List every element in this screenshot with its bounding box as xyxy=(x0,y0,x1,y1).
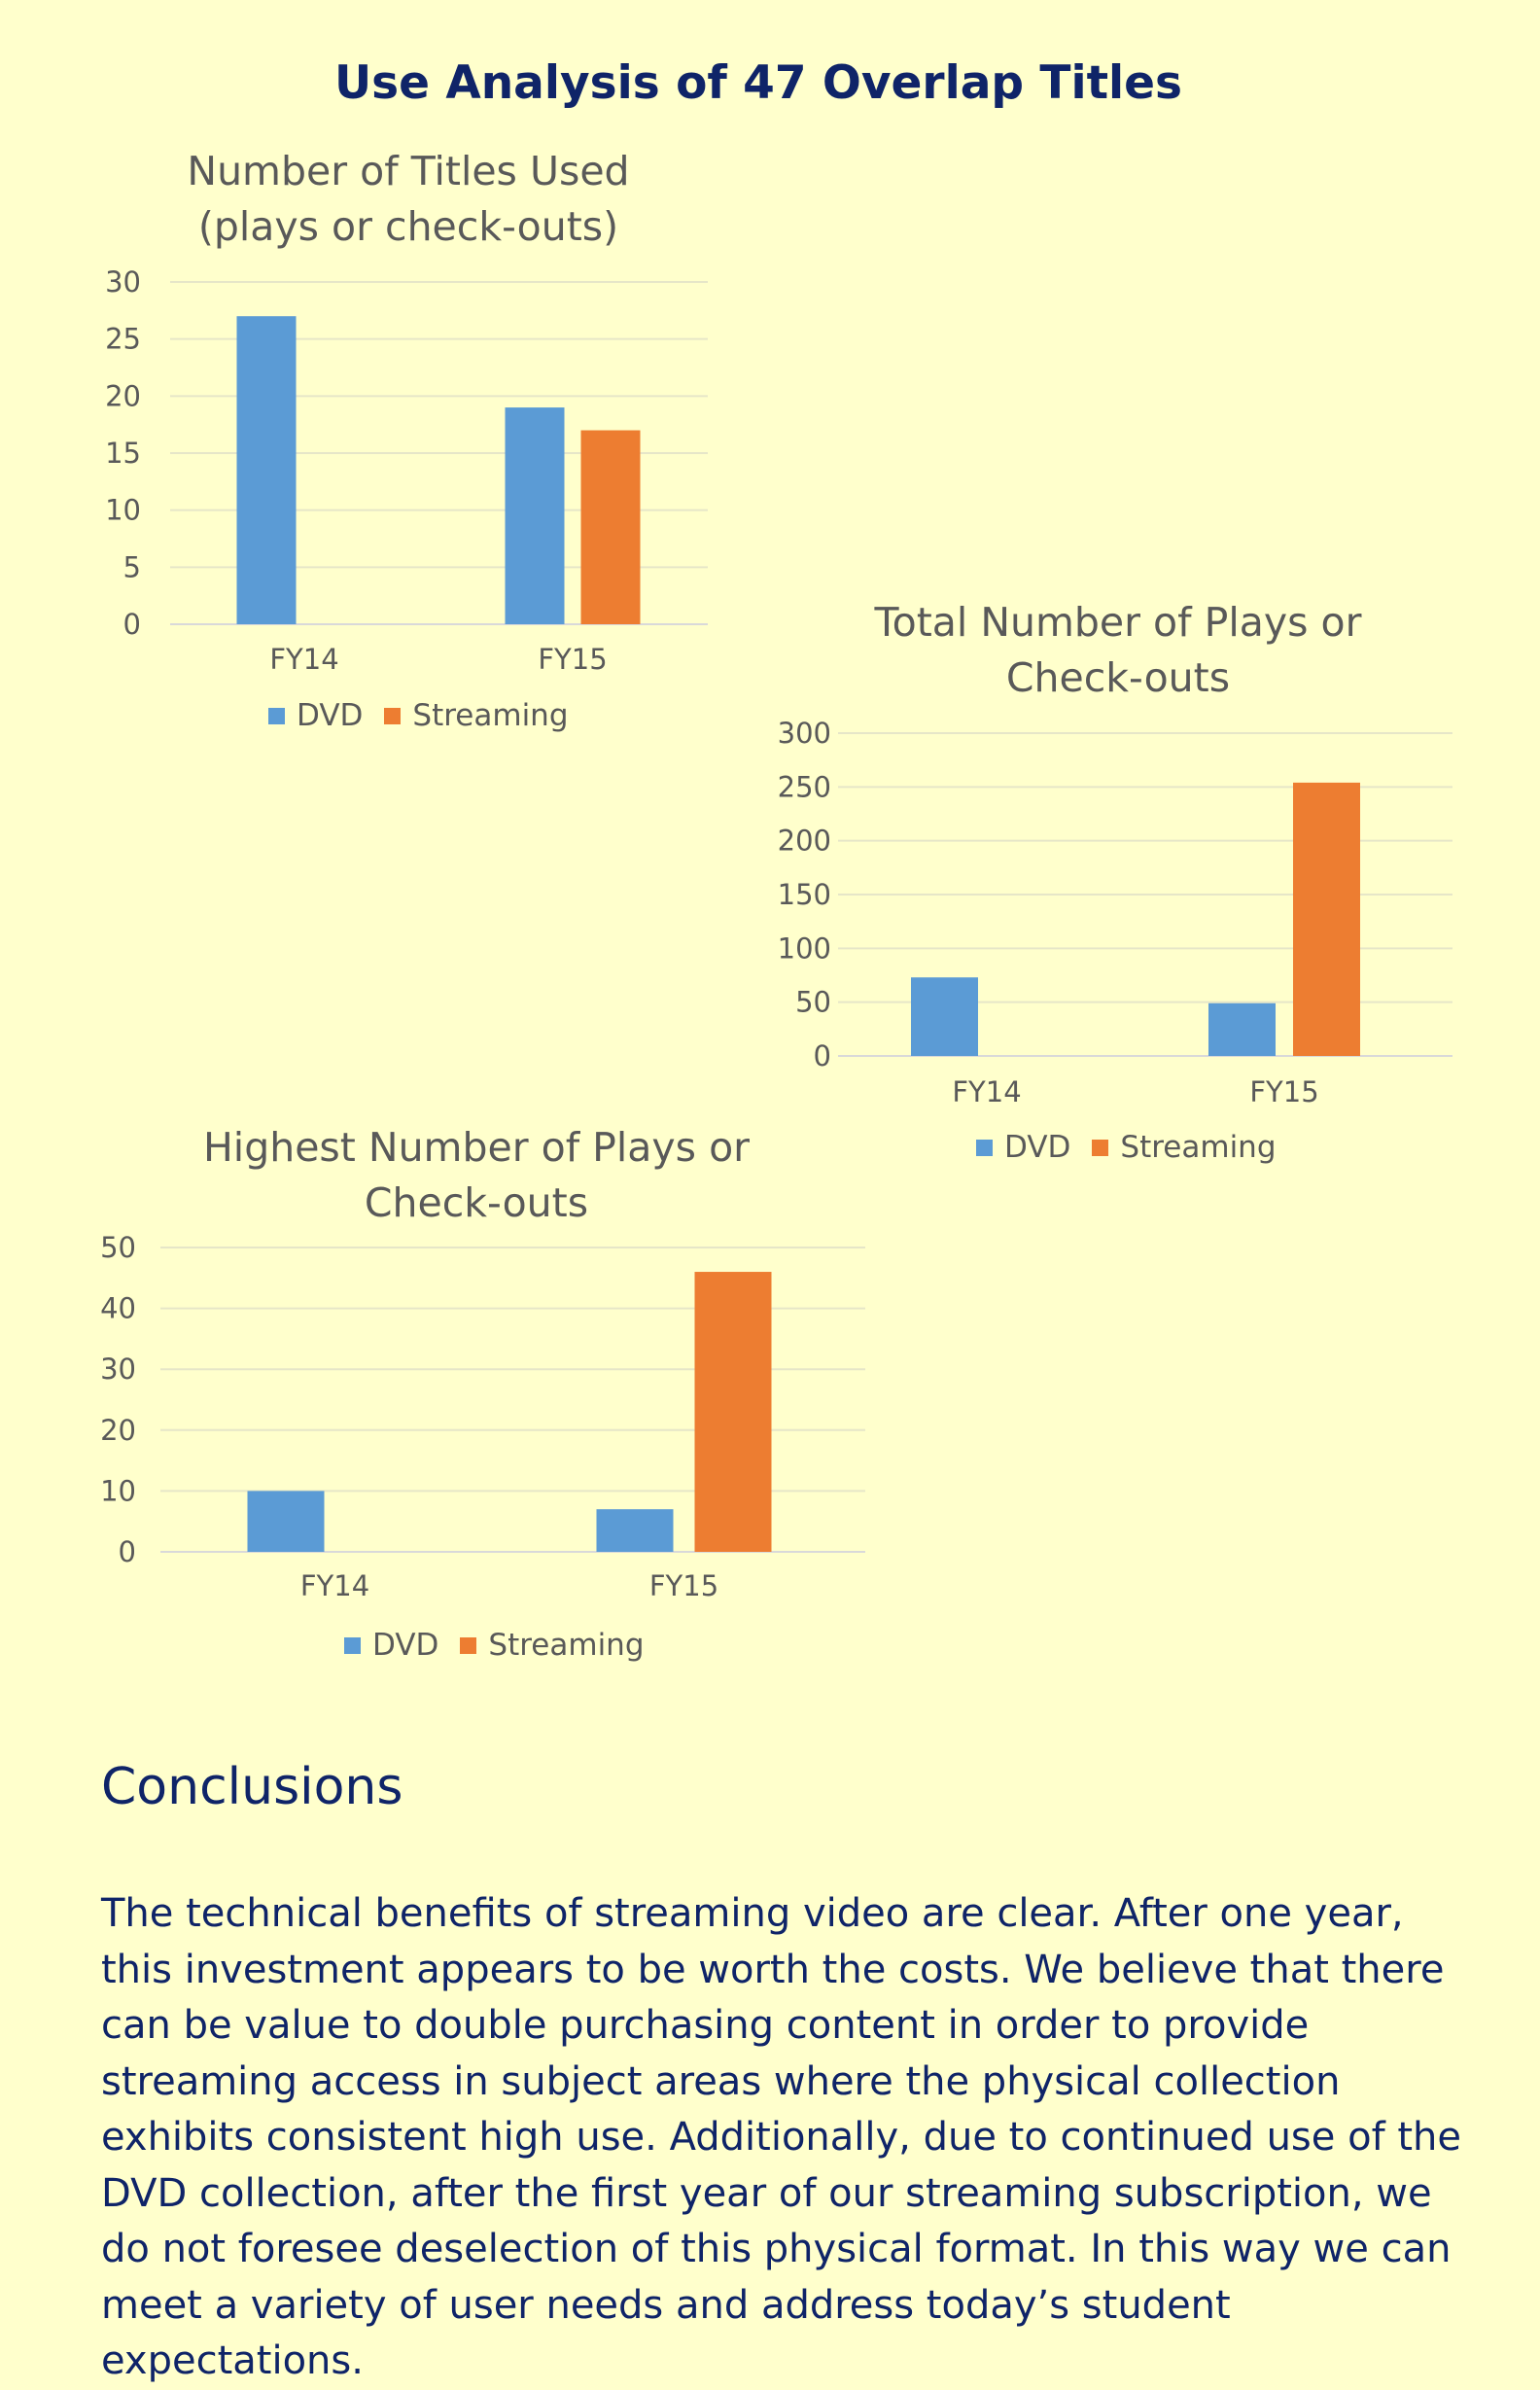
legend-dvd: DVD xyxy=(976,1130,1070,1165)
chart-2-title-line-1: Total Number of Plays or xyxy=(874,599,1362,646)
y-tick-label: 30 xyxy=(100,1353,136,1386)
conclusions-line: DVD collection, after the first year of … xyxy=(101,2170,1432,2216)
legend-dvd: DVD xyxy=(268,698,363,733)
bar-dvd-fy14 xyxy=(911,977,978,1056)
legend-streaming-label: Streaming xyxy=(488,1628,645,1663)
chart-1-title-line-1: Number of Titles Used xyxy=(187,148,630,194)
chart-3-title-line-2: Check-outs xyxy=(364,1179,589,1226)
y-tick-label: 10 xyxy=(100,1474,136,1507)
legend-dvd: DVD xyxy=(344,1628,438,1663)
conclusions-line: this investment appears to be worth the … xyxy=(101,1947,1445,1992)
conclusions-line: exhibits consistent high use. Additional… xyxy=(101,2115,1462,2160)
legend-streaming: Streaming xyxy=(384,698,569,733)
x-tick-label: FY14 xyxy=(269,643,338,676)
chart-2-plot: 0 50 100 150 200 250 300 FY14 FY15 xyxy=(778,717,1452,1108)
bar-dvd-fy14 xyxy=(236,316,297,624)
chart-3-legend: DVD Streaming xyxy=(344,1628,666,1663)
bar-dvd-fy15 xyxy=(1208,1002,1276,1056)
legend-dvd-swatch xyxy=(344,1636,361,1654)
y-tick-label: 0 xyxy=(814,1039,831,1072)
chart-1-title: Number of Titles Used (plays or check-ou… xyxy=(117,144,700,255)
conclusions-line: streaming access in subject areas where … xyxy=(101,2058,1341,2104)
legend-dvd-swatch xyxy=(268,707,285,724)
chart-3-title: Highest Number of Plays or Check-outs xyxy=(185,1120,768,1231)
legend-dvd-label: DVD xyxy=(297,698,364,733)
bar-streaming-fy15 xyxy=(694,1272,772,1552)
legend-dvd-label: DVD xyxy=(1004,1130,1071,1165)
conclusions-heading: Conclusions xyxy=(101,1758,403,1816)
y-tick-label: 0 xyxy=(119,1535,136,1568)
y-tick-label: 20 xyxy=(105,379,141,412)
legend-streaming-swatch xyxy=(460,1636,477,1654)
y-tick-label: 5 xyxy=(123,550,141,583)
conclusions-line: The technical benefits of streaming vide… xyxy=(101,1891,1404,1936)
conclusions-line: meet a variety of user needs and address… xyxy=(101,2282,1231,2384)
y-tick-label: 20 xyxy=(100,1414,136,1447)
bar-dvd-fy15 xyxy=(505,407,565,624)
chart-2-legend: DVD Streaming xyxy=(976,1130,1298,1165)
legend-dvd-label: DVD xyxy=(372,1628,439,1663)
bar-streaming-fy15 xyxy=(580,430,641,624)
y-tick-label: 25 xyxy=(105,323,141,356)
chart-3-plot: 0 10 20 30 40 50 FY14 FY15 xyxy=(100,1231,865,1602)
y-tick-label: 100 xyxy=(778,931,831,965)
legend-streaming: Streaming xyxy=(460,1628,645,1663)
y-tick-label: 150 xyxy=(778,878,831,911)
chart-2-title-line-2: Check-outs xyxy=(1005,654,1231,701)
x-tick-label: FY14 xyxy=(300,1569,369,1602)
y-tick-label: 300 xyxy=(778,717,831,750)
legend-streaming-label: Streaming xyxy=(1120,1130,1277,1165)
y-tick-label: 30 xyxy=(105,265,141,299)
conclusions-body: The technical benefits of streaming vide… xyxy=(101,1886,1491,2390)
x-tick-label: FY15 xyxy=(649,1569,718,1602)
y-tick-label: 10 xyxy=(105,494,141,527)
conclusions-line: do not foresee deselection of this physi… xyxy=(101,2227,1452,2271)
y-tick-label: 200 xyxy=(778,825,831,858)
legend-streaming-swatch xyxy=(384,707,402,724)
bar-dvd-fy15 xyxy=(596,1509,674,1552)
chart-1-title-line-2: (plays or check-outs) xyxy=(197,203,619,250)
legend-dvd-swatch xyxy=(976,1139,993,1156)
y-tick-label: 50 xyxy=(795,986,831,1019)
chart-3-title-line-1: Highest Number of Plays or xyxy=(202,1124,751,1171)
chart-1-titles-used: 0 5 10 15 20 25 30 FY14 FY15 xyxy=(0,0,739,700)
legend-streaming-label: Streaming xyxy=(412,698,569,733)
chart-1-plot: 0 5 10 15 20 25 30 FY14 FY15 xyxy=(105,265,708,676)
x-tick-label: FY14 xyxy=(952,1075,1021,1108)
bar-streaming-fy15 xyxy=(1293,782,1360,1056)
y-tick-label: 250 xyxy=(778,770,831,803)
legend-streaming-swatch xyxy=(1092,1139,1109,1156)
legend-streaming: Streaming xyxy=(1092,1130,1277,1165)
y-tick-label: 15 xyxy=(105,437,141,470)
y-tick-label: 40 xyxy=(100,1292,136,1325)
y-tick-label: 0 xyxy=(123,608,141,641)
x-tick-label: FY15 xyxy=(538,643,607,676)
chart-2-title: Total Number of Plays or Check-outs xyxy=(826,595,1410,706)
y-tick-label: 50 xyxy=(100,1231,136,1264)
conclusions-line: can be value to double purchasing conten… xyxy=(101,2003,1310,2048)
page-title: Use Analysis of 47 Overlap Titles xyxy=(333,56,1183,110)
chart-2-total-plays: 0 50 100 150 200 250 300 FY14 FY15 xyxy=(0,0,1540,1167)
x-tick-label: FY15 xyxy=(1249,1075,1318,1108)
bar-dvd-fy14 xyxy=(247,1491,325,1552)
chart-1-legend: DVD Streaming xyxy=(268,698,590,733)
chart-3-highest-plays: 0 10 20 30 40 50 FY14 FY15 xyxy=(0,0,972,1672)
